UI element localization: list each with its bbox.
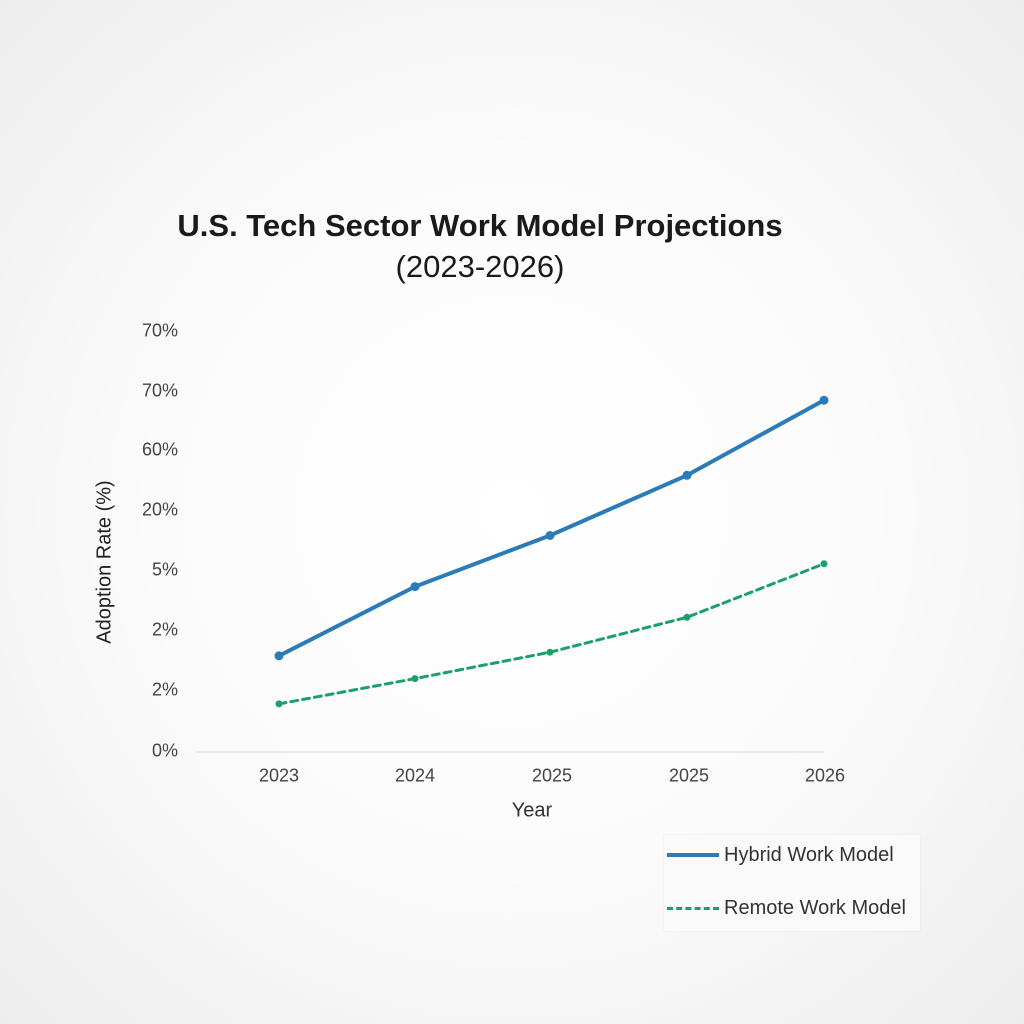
data-point-hybrid xyxy=(410,582,420,592)
series-layer xyxy=(274,395,829,708)
legend-item-remote: Remote Work Model xyxy=(664,893,906,923)
chart-subtitle-years: (2023-2026) xyxy=(395,249,565,284)
y-tick-label: 70% xyxy=(141,320,178,341)
data-point-remote xyxy=(683,613,691,621)
series-line-remote xyxy=(277,562,826,706)
data-point-hybrid xyxy=(545,531,555,540)
x-axis-label: Year xyxy=(511,799,553,822)
data-point-remote xyxy=(275,700,283,708)
x-tick-label: 2025 xyxy=(531,765,573,786)
data-point-hybrid xyxy=(274,651,284,661)
data-point-remote xyxy=(411,675,419,683)
legend: Hybrid Work Model Remote Work Model xyxy=(664,835,920,931)
y-tick-label: 2% xyxy=(151,619,178,640)
y-tick-label: 2% xyxy=(151,679,178,700)
series-line-hybrid xyxy=(277,398,826,658)
data-point-remote xyxy=(546,648,554,656)
y-tick-label: 5% xyxy=(151,559,178,580)
legend-label-remote: Remote Work Model xyxy=(724,896,906,919)
y-tick-label: 0% xyxy=(151,740,178,761)
y-tick-label: 20% xyxy=(141,499,178,520)
legend-swatch-remote xyxy=(667,906,719,910)
x-tick-label: 2026 xyxy=(804,765,846,786)
legend-label-hybrid: Hybrid Work Model xyxy=(724,843,894,866)
legend-item-hybrid: Hybrid Work Model xyxy=(664,840,894,870)
chart-title: U.S. Tech Sector Work Model Projections xyxy=(177,208,783,243)
legend-swatch-hybrid xyxy=(667,853,719,857)
y-tick-label: 70% xyxy=(141,380,178,401)
x-tick-label: 2024 xyxy=(394,765,436,786)
y-tick-label: 60% xyxy=(141,439,178,460)
data-point-hybrid xyxy=(819,395,829,405)
x-tick-label: 2025 xyxy=(668,765,710,786)
x-tick-label: 2023 xyxy=(258,765,300,786)
data-point-hybrid xyxy=(682,470,692,480)
data-point-remote xyxy=(820,560,828,568)
